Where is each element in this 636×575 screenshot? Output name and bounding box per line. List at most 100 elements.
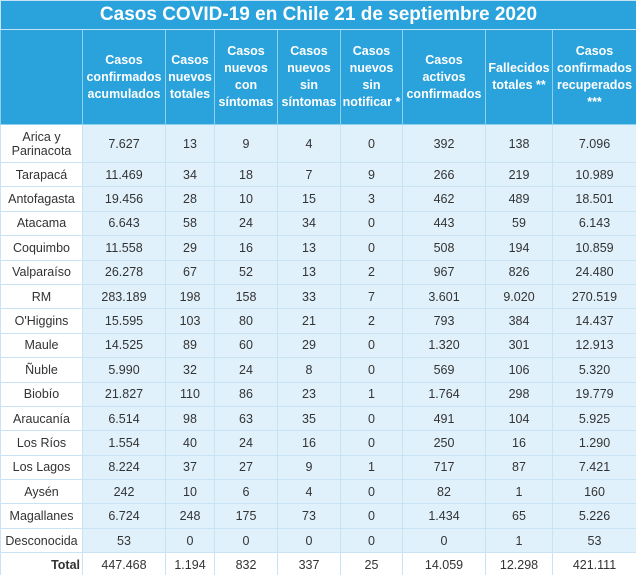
cell: 25 [340,552,403,575]
cell: 0 [340,527,403,554]
cell: 1 [340,454,403,481]
cell: 8 [277,357,341,383]
cell: 1.764 [402,381,486,407]
cell: 5.925 [552,405,636,432]
table-row: Coquimbo 11.558 29 16 13 0 508 194 10.859 [0,235,636,261]
cell: 10 [214,186,278,212]
cell: 110 [165,381,215,407]
cell: 12.913 [552,332,636,359]
row-label: Antofagasta [0,186,83,212]
cell: 0 [340,479,403,505]
cell: 60 [214,332,278,359]
cell: 4 [277,124,341,163]
cell: 462 [402,186,486,212]
cell: 21 [277,308,341,334]
cell: 67 [165,259,215,285]
cell: 9 [277,454,341,481]
cell: 26.278 [82,259,166,285]
cell: 3.601 [402,283,486,310]
row-label: Magallanes [0,503,83,529]
cell: 447.468 [82,552,166,575]
cell: 1.194 [165,552,215,575]
column-header: Casos confirmados acumulados [82,29,166,125]
cell: 65 [485,503,553,529]
cell: 270.519 [552,283,636,310]
cell: 29 [165,235,215,261]
cell: 9 [340,161,403,188]
cell: 0 [340,503,403,529]
cell: 10.859 [552,235,636,261]
cell: 138 [485,124,553,163]
cell: 16 [485,430,553,456]
cell: 29 [277,332,341,359]
cell: 5.320 [552,357,636,383]
cell: 9 [214,124,278,163]
cell: 106 [485,357,553,383]
cell: 12.298 [485,552,553,575]
cell: 491 [402,405,486,432]
cell: 13 [277,235,341,261]
table-row: Atacama 6.643 58 24 34 0 443 59 6.143 [0,210,636,237]
cell: 298 [485,381,553,407]
column-header: Casos nuevos sin síntomas [277,29,341,125]
table-row: Magallanes 6.724 248 175 73 0 1.434 65 5.226 [0,503,636,529]
table-row: O'Higgins 15.595 103 80 21 2 793 384 14.437 [0,308,636,334]
cell: 87 [485,454,553,481]
cell: 0 [340,235,403,261]
cell: 0 [340,357,403,383]
cell: 7.421 [552,454,636,481]
cell: 3 [340,186,403,212]
cell: 392 [402,124,486,163]
column-header: Casos nuevos sin notificar * [340,29,403,125]
cell: 11.469 [82,161,166,188]
row-label: Arica y Parinacota [0,124,83,163]
cell: 16 [214,235,278,261]
row-label: Valparaíso [0,259,83,285]
cell: 7 [340,283,403,310]
cell: 266 [402,161,486,188]
row-label: Biobío [0,381,83,407]
cell: 0 [340,405,403,432]
cell: 198 [165,283,215,310]
cell: 34 [165,161,215,188]
cell: 19.779 [552,381,636,407]
column-header: Fallecidos totales ** [485,29,553,125]
column-header: Casos nuevos totales [165,29,215,125]
cell: 7 [277,161,341,188]
cell: 40 [165,430,215,456]
table-row: RM 283.189 198 158 33 7 3.601 9.020 270.519 [0,283,636,310]
cell: 967 [402,259,486,285]
cell: 14.525 [82,332,166,359]
cell: 158 [214,283,278,310]
cell: 10.989 [552,161,636,188]
cell: 1.554 [82,430,166,456]
cell: 13 [277,259,341,285]
cell: 508 [402,235,486,261]
row-label: Coquimbo [0,235,83,261]
cell: 0 [402,527,486,554]
cell: 104 [485,405,553,432]
cell: 18 [214,161,278,188]
row-label: Los Lagos [0,454,83,481]
cell: 1 [340,381,403,407]
cell: 80 [214,308,278,334]
cell: 0 [214,527,278,554]
table-row: Arica y Parinacota 7.627 13 9 4 0 392 138 7.096 [0,124,636,163]
table-row: Ñuble 5.990 32 24 8 0 569 106 5.320 [0,357,636,383]
cell: 7.096 [552,124,636,163]
cell: 35 [277,405,341,432]
cell: 2 [340,308,403,334]
cell: 37 [165,454,215,481]
cell: 0 [340,124,403,163]
cell: 34 [277,210,341,237]
row-label: Desconocida [0,527,83,554]
row-label: Los Ríos [0,430,83,456]
table-row: Antofagasta 19.456 28 10 15 3 462 489 18.501 [0,186,636,212]
cell: 9.020 [485,283,553,310]
row-label: Ñuble [0,357,83,383]
cell: 6.514 [82,405,166,432]
cell: 53 [552,527,636,554]
table-row: Tarapacá 11.469 34 18 7 9 266 219 10.989 [0,161,636,188]
cell: 24.480 [552,259,636,285]
